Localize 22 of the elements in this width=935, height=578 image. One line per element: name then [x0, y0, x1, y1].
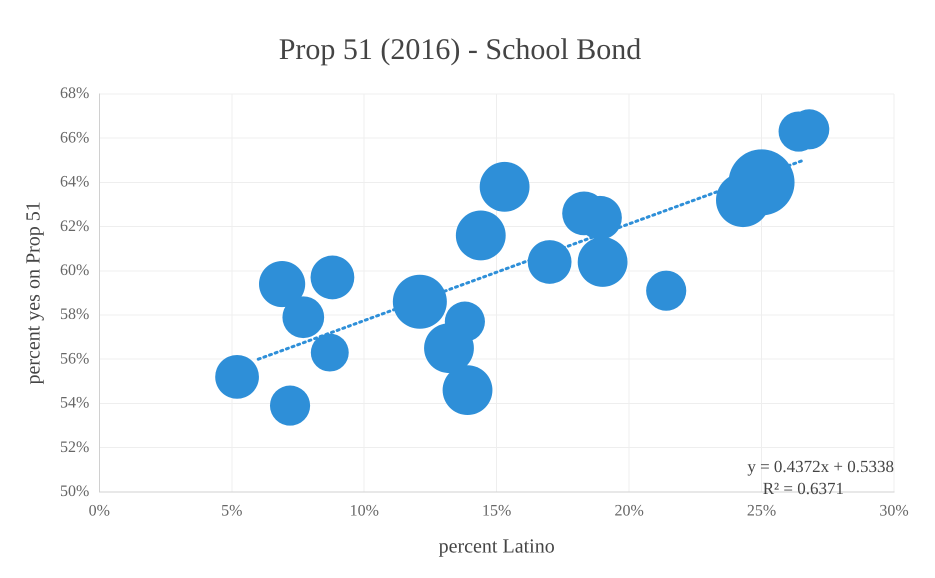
y-tick-label: 68% — [60, 85, 90, 102]
x-tick-label: 30% — [879, 502, 909, 520]
x-tick-label: 10% — [350, 502, 379, 520]
y-tick-label: 62% — [60, 218, 90, 235]
x-tick-label: 25% — [746, 502, 776, 520]
x-tick-label: 5% — [221, 502, 242, 520]
chart-title: Prop 51 (2016) - School Bond — [278, 32, 642, 66]
annotation: y = 0.4372x + 0.5338 — [747, 456, 894, 476]
y-tick-label: 60% — [60, 262, 90, 280]
x-tick-label: 0% — [88, 502, 110, 520]
x-axis-title: percent Latino — [438, 535, 555, 558]
y-axis-title: percent yes on Prop 51 — [22, 201, 44, 385]
y-tick-label: 54% — [60, 394, 90, 412]
y-tick-label: 52% — [60, 438, 90, 456]
y-tick-label: 50% — [60, 483, 90, 500]
y-tick-label: 64% — [60, 174, 90, 191]
annotation: R² = 0.6371 — [762, 478, 844, 498]
y-tick-label: 58% — [60, 306, 90, 324]
x-tick-label: 15% — [482, 502, 512, 520]
y-tick-label: 66% — [60, 129, 90, 146]
y-tick-label: 56% — [60, 350, 90, 368]
x-tick-label: 20% — [614, 502, 644, 520]
